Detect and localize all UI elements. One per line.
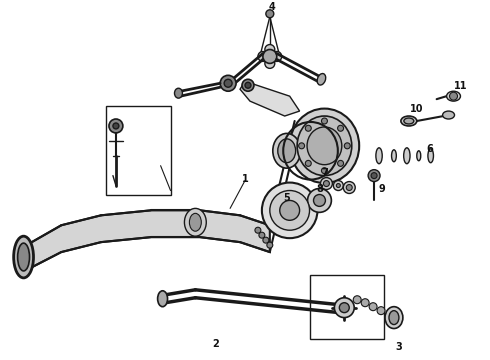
Circle shape [267, 242, 273, 248]
Circle shape [344, 143, 350, 149]
Circle shape [340, 303, 349, 312]
Circle shape [321, 118, 327, 124]
Circle shape [305, 161, 311, 166]
Circle shape [449, 92, 458, 100]
Bar [310, 275, 384, 339]
Ellipse shape [389, 311, 399, 325]
Polygon shape [240, 81, 299, 116]
Ellipse shape [190, 213, 201, 231]
Circle shape [308, 189, 331, 212]
Circle shape [266, 10, 274, 18]
Circle shape [371, 173, 377, 179]
Circle shape [338, 161, 343, 166]
Ellipse shape [385, 307, 403, 329]
Circle shape [242, 79, 254, 91]
Circle shape [323, 181, 329, 186]
Circle shape [263, 237, 269, 243]
Text: 6: 6 [426, 144, 433, 154]
Circle shape [255, 227, 261, 233]
Circle shape [109, 119, 123, 133]
Circle shape [224, 79, 232, 87]
Text: 11: 11 [454, 81, 467, 91]
Ellipse shape [14, 236, 33, 278]
Circle shape [368, 170, 380, 181]
Text: 5: 5 [283, 193, 290, 203]
Circle shape [262, 183, 318, 238]
Circle shape [377, 307, 385, 315]
Ellipse shape [404, 148, 410, 164]
Text: 10: 10 [410, 104, 423, 114]
Ellipse shape [417, 151, 421, 161]
Ellipse shape [428, 149, 434, 163]
Ellipse shape [404, 118, 414, 124]
Ellipse shape [18, 243, 29, 271]
Ellipse shape [442, 111, 455, 119]
Text: 7: 7 [321, 168, 328, 177]
Circle shape [113, 123, 119, 129]
Circle shape [320, 177, 332, 189]
Ellipse shape [273, 134, 300, 168]
Circle shape [245, 82, 251, 88]
Circle shape [270, 190, 310, 230]
Circle shape [338, 125, 343, 131]
Text: 2: 2 [212, 339, 219, 350]
Circle shape [220, 75, 236, 91]
Circle shape [334, 298, 354, 318]
Ellipse shape [392, 150, 396, 162]
Circle shape [265, 58, 275, 68]
Circle shape [258, 51, 268, 62]
Ellipse shape [317, 73, 326, 85]
Circle shape [314, 194, 325, 206]
Circle shape [305, 125, 311, 131]
Ellipse shape [376, 148, 382, 164]
Text: 9: 9 [379, 184, 386, 194]
Bar [106, 106, 171, 195]
Polygon shape [26, 210, 270, 270]
Circle shape [321, 168, 327, 174]
Text: 8: 8 [316, 184, 323, 194]
Ellipse shape [158, 291, 168, 307]
Text: 1: 1 [242, 174, 248, 184]
Circle shape [272, 51, 282, 62]
Circle shape [259, 232, 265, 238]
Ellipse shape [307, 127, 342, 165]
Circle shape [298, 143, 305, 149]
Ellipse shape [174, 88, 182, 98]
Ellipse shape [290, 109, 359, 183]
Circle shape [353, 296, 361, 304]
Ellipse shape [401, 116, 417, 126]
Text: 3: 3 [395, 342, 402, 352]
Circle shape [361, 299, 369, 307]
Circle shape [369, 303, 377, 311]
Circle shape [263, 50, 277, 63]
Ellipse shape [297, 116, 352, 176]
Circle shape [333, 181, 343, 190]
Circle shape [336, 184, 341, 188]
Circle shape [343, 181, 355, 193]
Circle shape [265, 45, 275, 54]
Ellipse shape [184, 208, 206, 236]
Circle shape [346, 185, 352, 190]
Text: 4: 4 [269, 2, 275, 12]
Circle shape [280, 201, 299, 220]
Ellipse shape [278, 139, 295, 163]
Ellipse shape [446, 91, 461, 101]
